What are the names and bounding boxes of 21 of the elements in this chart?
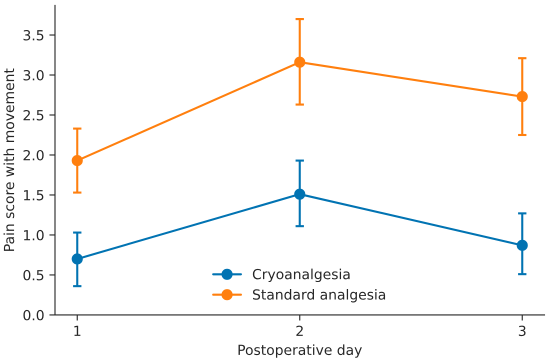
point: [294, 56, 306, 68]
y-tick-label: 2.0: [24, 150, 44, 160]
point: [516, 240, 528, 251]
point: [72, 155, 83, 166]
x-tick-label: 3: [518, 326, 526, 336]
point: [72, 253, 83, 265]
x-axis-title: Postoperative day: [238, 344, 362, 358]
y-tick-label: 1.5: [24, 190, 44, 200]
x-tick-label: 1: [74, 326, 80, 336]
y-tick-label: 1.0: [24, 230, 44, 240]
y-axis-title: Pain score with movement: [4, 68, 14, 251]
y-tick-label: 3.0: [24, 70, 44, 80]
y-tick-label: 0.5: [23, 270, 44, 280]
point: [516, 91, 528, 102]
y-tick-label: 2.5: [24, 110, 44, 120]
legend-label: Standard analgesia: [252, 289, 386, 302]
y-tick-label: 3.5: [24, 30, 44, 40]
legend-label: Cryoanalgesia: [252, 268, 350, 282]
x-tick-label: 2: [296, 326, 303, 336]
y-tick-label: 0.0: [23, 310, 44, 320]
point: [294, 188, 306, 200]
